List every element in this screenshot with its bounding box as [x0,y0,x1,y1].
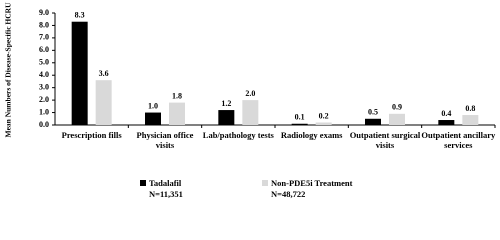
legend-swatch [140,180,146,186]
legend-label: Non-PDE5i Treatment [271,178,353,188]
value-label: 0.5 [368,108,378,117]
bar [95,80,112,125]
y-tick-label: 6.0 [39,45,49,54]
bar [291,123,308,125]
bar [169,102,185,125]
bar [218,110,235,125]
bar [365,118,381,125]
value-label: 0.1 [295,113,305,122]
y-axis-title: Mean Numbers of Disease-Specific HCRU [4,2,13,138]
value-label: 8.3 [75,11,85,20]
value-label: 0.9 [392,103,402,112]
value-label: 0.4 [441,109,451,118]
bar [438,120,455,125]
legend-n: N=11,351 [149,189,183,199]
bar [71,21,88,125]
x-tick-label: Outpatient ancillary services [421,130,496,150]
y-tick-label: 8.0 [39,20,49,29]
value-label: 3.6 [99,69,109,78]
chart-svg: Mean Numbers of Disease-Specific HCRU 0.… [4,2,496,186]
legend-swatch [262,180,268,186]
x-tick-label: Radiology exams [280,130,343,140]
value-label: 2.0 [245,89,255,98]
x-tick-label: Prescription fills [61,130,122,140]
legend-n: N=48,722 [271,189,306,199]
x-tick-label: Physician office visits [136,130,194,150]
y-tick-label: 3.0 [39,82,49,91]
y-tick-label: 2.0 [39,95,49,104]
value-label: 0.8 [465,104,475,113]
x-tick-label: Outpatient surgical visits [349,130,421,150]
value-label: 1.0 [148,101,158,110]
value-label: 1.8 [172,91,182,100]
value-label: 1.2 [221,99,231,108]
y-tick-label: 1.0 [39,107,49,116]
y-tick-label: 5.0 [39,58,49,67]
value-label: 0.2 [319,111,329,120]
y-tick-label: 7.0 [39,33,49,42]
bar [242,100,259,125]
chart: Mean Numbers of Disease-Specific HCRU 0.… [4,2,496,199]
bar [315,122,332,125]
bar [462,115,479,125]
y-tick-label: 4.0 [39,70,49,79]
legend-label: Tadalafil [149,178,182,188]
bar [145,112,161,125]
x-tick-label: Lab/pathology tests [202,130,274,140]
bar [389,113,405,125]
y-tick-label: 0.0 [39,120,49,129]
y-tick-label: 9.0 [39,8,49,17]
